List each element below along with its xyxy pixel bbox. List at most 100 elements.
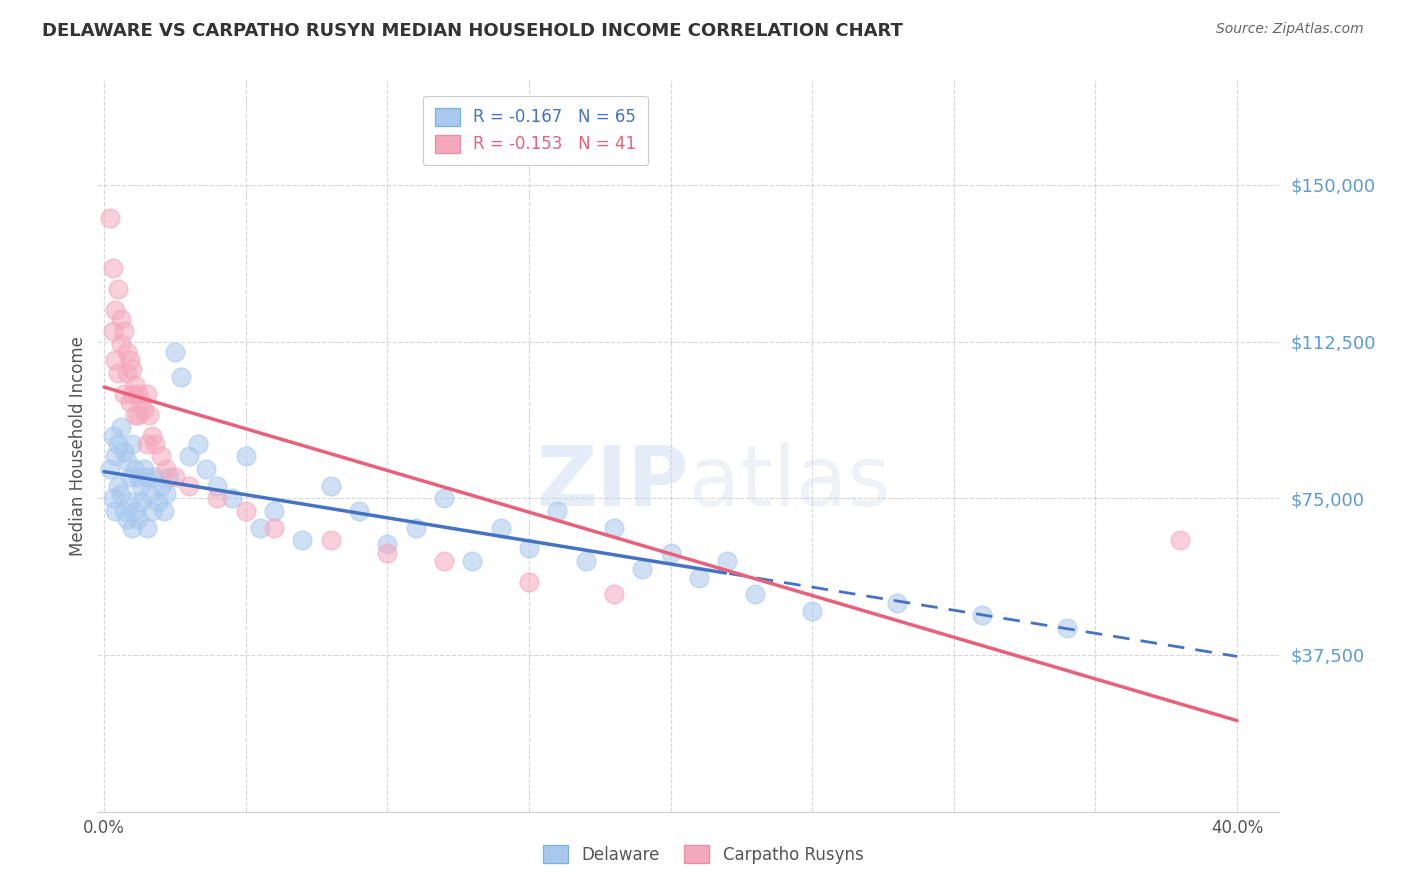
Point xyxy=(195,462,218,476)
Point xyxy=(135,437,157,451)
Point xyxy=(112,445,135,459)
Point xyxy=(1168,533,1191,547)
Point xyxy=(107,282,129,296)
Point xyxy=(138,408,160,422)
Point xyxy=(115,453,138,467)
Point xyxy=(574,554,596,568)
Point xyxy=(152,504,174,518)
Y-axis label: Median Household Income: Median Household Income xyxy=(69,336,87,556)
Point xyxy=(138,487,160,501)
Point xyxy=(149,450,172,464)
Point xyxy=(631,562,654,576)
Point xyxy=(263,520,285,534)
Point xyxy=(155,462,177,476)
Point xyxy=(143,470,166,484)
Point xyxy=(124,408,146,422)
Point xyxy=(546,504,568,518)
Point xyxy=(104,450,127,464)
Point xyxy=(235,450,257,464)
Point xyxy=(121,437,143,451)
Text: Source: ZipAtlas.com: Source: ZipAtlas.com xyxy=(1216,22,1364,37)
Point xyxy=(110,487,132,501)
Point xyxy=(235,504,257,518)
Point xyxy=(104,504,127,518)
Point xyxy=(461,554,484,568)
Legend: Delaware, Carpatho Rusyns: Delaware, Carpatho Rusyns xyxy=(536,838,870,871)
Point xyxy=(115,345,138,359)
Point xyxy=(124,504,146,518)
Point xyxy=(129,395,152,409)
Point xyxy=(433,554,456,568)
Point xyxy=(347,504,370,518)
Point xyxy=(101,428,124,442)
Point xyxy=(112,504,135,518)
Point xyxy=(141,504,163,518)
Point xyxy=(127,408,149,422)
Point xyxy=(319,533,342,547)
Point xyxy=(104,303,127,318)
Point xyxy=(146,495,169,509)
Point xyxy=(163,345,186,359)
Point xyxy=(291,533,314,547)
Point xyxy=(603,520,626,534)
Point xyxy=(659,545,682,559)
Point xyxy=(688,571,710,585)
Point xyxy=(801,604,824,618)
Point xyxy=(107,366,129,380)
Point xyxy=(517,574,540,589)
Point xyxy=(118,395,141,409)
Point xyxy=(127,470,149,484)
Point xyxy=(155,487,177,501)
Point xyxy=(98,462,121,476)
Point xyxy=(886,596,908,610)
Point xyxy=(121,361,143,376)
Point xyxy=(112,386,135,401)
Text: ZIP: ZIP xyxy=(537,442,689,523)
Point xyxy=(187,437,209,451)
Point xyxy=(101,261,124,276)
Point xyxy=(157,470,180,484)
Legend: R = -0.167   N = 65, R = -0.153   N = 41: R = -0.167 N = 65, R = -0.153 N = 41 xyxy=(423,96,648,165)
Point xyxy=(319,479,342,493)
Point xyxy=(716,554,738,568)
Point xyxy=(1056,621,1078,635)
Point xyxy=(129,495,152,509)
Point xyxy=(110,311,132,326)
Point xyxy=(129,479,152,493)
Point xyxy=(489,520,512,534)
Point xyxy=(121,386,143,401)
Point xyxy=(375,537,398,551)
Point xyxy=(141,428,163,442)
Point xyxy=(115,512,138,526)
Point xyxy=(433,491,456,506)
Point xyxy=(517,541,540,556)
Point xyxy=(118,495,141,509)
Point xyxy=(107,479,129,493)
Point xyxy=(744,587,766,601)
Point xyxy=(121,520,143,534)
Point xyxy=(132,462,155,476)
Point xyxy=(107,437,129,451)
Point xyxy=(127,512,149,526)
Point xyxy=(405,520,427,534)
Point xyxy=(970,608,993,623)
Point xyxy=(124,378,146,392)
Point xyxy=(124,462,146,476)
Point xyxy=(101,324,124,338)
Point xyxy=(163,470,186,484)
Point xyxy=(143,437,166,451)
Text: DELAWARE VS CARPATHO RUSYN MEDIAN HOUSEHOLD INCOME CORRELATION CHART: DELAWARE VS CARPATHO RUSYN MEDIAN HOUSEH… xyxy=(42,22,903,40)
Point xyxy=(149,479,172,493)
Point xyxy=(98,211,121,226)
Point xyxy=(101,491,124,506)
Point xyxy=(135,386,157,401)
Text: atlas: atlas xyxy=(689,442,890,523)
Point xyxy=(263,504,285,518)
Point xyxy=(249,520,271,534)
Point xyxy=(132,403,155,417)
Point xyxy=(177,479,200,493)
Point xyxy=(375,545,398,559)
Point xyxy=(118,470,141,484)
Point xyxy=(127,386,149,401)
Point xyxy=(169,370,191,384)
